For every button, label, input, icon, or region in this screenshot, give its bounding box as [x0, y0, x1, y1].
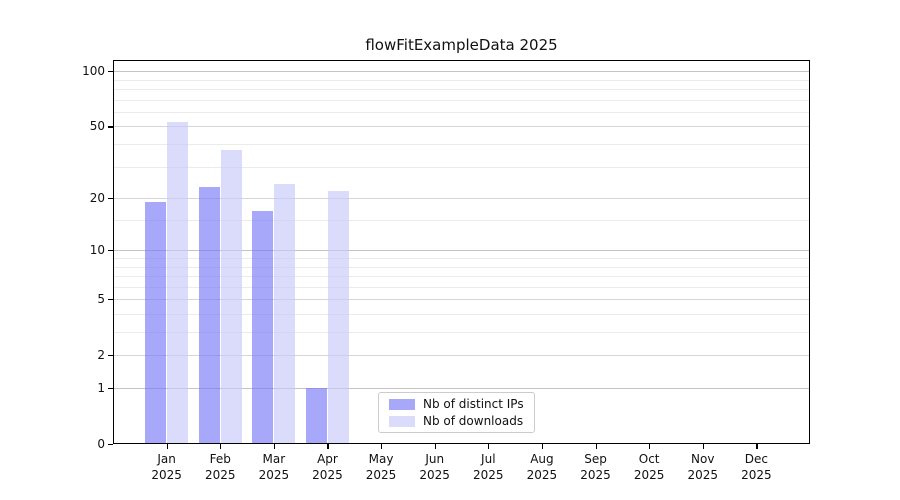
y-tick-label: 20	[89, 191, 105, 206]
x-tick-mark	[649, 444, 651, 449]
minor-gridline	[114, 166, 809, 168]
bar-distinct-ips-apr	[305, 388, 327, 444]
bar-distinct-ips-feb	[198, 187, 220, 444]
x-tick-label: Jun 2025	[419, 452, 450, 482]
x-tick-label: Jan 2025	[151, 452, 182, 482]
y-tick-label: 10	[89, 243, 105, 258]
x-tick-mark	[488, 444, 490, 449]
y-tick-label: 50	[89, 119, 105, 134]
y-tick-mark	[108, 444, 113, 446]
x-tick-mark	[702, 444, 704, 449]
minor-gridline	[114, 220, 809, 222]
legend-item-downloads: Nb of downloads	[389, 414, 524, 428]
plot-area	[113, 60, 810, 444]
y-tick-label: 5	[97, 292, 105, 307]
legend: Nb of distinct IPs Nb of downloads	[378, 392, 535, 433]
bar-downloads-feb	[220, 150, 242, 444]
x-tick-mark	[541, 444, 544, 449]
y-tick-label: 2	[97, 348, 105, 363]
chart-title: flowFitExampleData 2025	[365, 36, 558, 54]
x-tick-mark	[166, 444, 168, 449]
x-tick-mark	[595, 444, 597, 449]
legend-label-distinct-ips: Nb of distinct IPs	[423, 397, 524, 411]
major-gridline	[114, 71, 809, 73]
minor-gridline	[114, 144, 809, 145]
minor-gridline	[114, 99, 809, 101]
x-tick-mark	[273, 444, 276, 449]
bar-downloads-apr	[327, 190, 349, 444]
minor-gridline	[114, 332, 809, 333]
y-tick-mark	[108, 388, 113, 390]
x-tick-label: Aug 2025	[526, 452, 558, 482]
x-tick-mark	[220, 444, 222, 449]
minor-gridline	[114, 89, 809, 90]
major-gridline	[114, 355, 809, 357]
minor-gridline	[114, 111, 809, 113]
y-tick-label: 100	[82, 64, 105, 79]
x-tick-label: Sep 2025	[580, 452, 611, 482]
minor-gridline	[114, 257, 809, 259]
x-tick-mark	[327, 444, 329, 449]
bar-distinct-ips-jan	[145, 202, 167, 444]
legend-item-distinct-ips: Nb of distinct IPs	[389, 397, 524, 411]
y-tick-mark	[108, 198, 113, 200]
major-gridline	[114, 250, 809, 252]
x-tick-mark	[756, 444, 758, 449]
bar-distinct-ips-mar	[252, 210, 274, 444]
y-tick-label: 0	[97, 437, 105, 451]
x-tick-label: Feb 2025	[204, 452, 236, 482]
major-gridline	[114, 388, 809, 389]
x-tick-label: Nov 2025	[687, 452, 719, 482]
bar-downloads-mar	[274, 183, 296, 444]
major-gridline	[114, 299, 809, 301]
x-tick-label: Jul 2025	[473, 452, 504, 482]
x-tick-label: May 2025	[365, 452, 397, 482]
x-tick-mark	[381, 444, 383, 449]
x-tick-label: Apr 2025	[312, 452, 343, 482]
bar-downloads-jan	[167, 121, 189, 444]
y-tick-mark	[108, 250, 113, 252]
y-tick-mark	[108, 126, 113, 128]
minor-gridline	[114, 266, 809, 268]
y-tick-mark	[108, 299, 113, 301]
x-tick-mark	[434, 444, 436, 449]
minor-gridline	[114, 286, 809, 288]
x-tick-label: Oct 2025	[633, 452, 665, 482]
x-tick-label: Mar 2025	[258, 452, 290, 482]
legend-label-downloads: Nb of downloads	[423, 414, 524, 428]
y-tick-mark	[108, 355, 113, 357]
minor-gridline	[114, 79, 809, 81]
y-tick-label: 1	[97, 381, 105, 395]
y-tick-mark	[108, 71, 113, 73]
minor-gridline	[114, 276, 809, 278]
major-gridline	[114, 126, 809, 128]
legend-swatch-downloads	[389, 415, 415, 427]
major-gridline	[114, 198, 809, 200]
minor-gridline	[114, 313, 809, 315]
x-tick-label: Dec 2025	[741, 452, 772, 482]
legend-swatch-distinct-ips	[389, 398, 415, 410]
